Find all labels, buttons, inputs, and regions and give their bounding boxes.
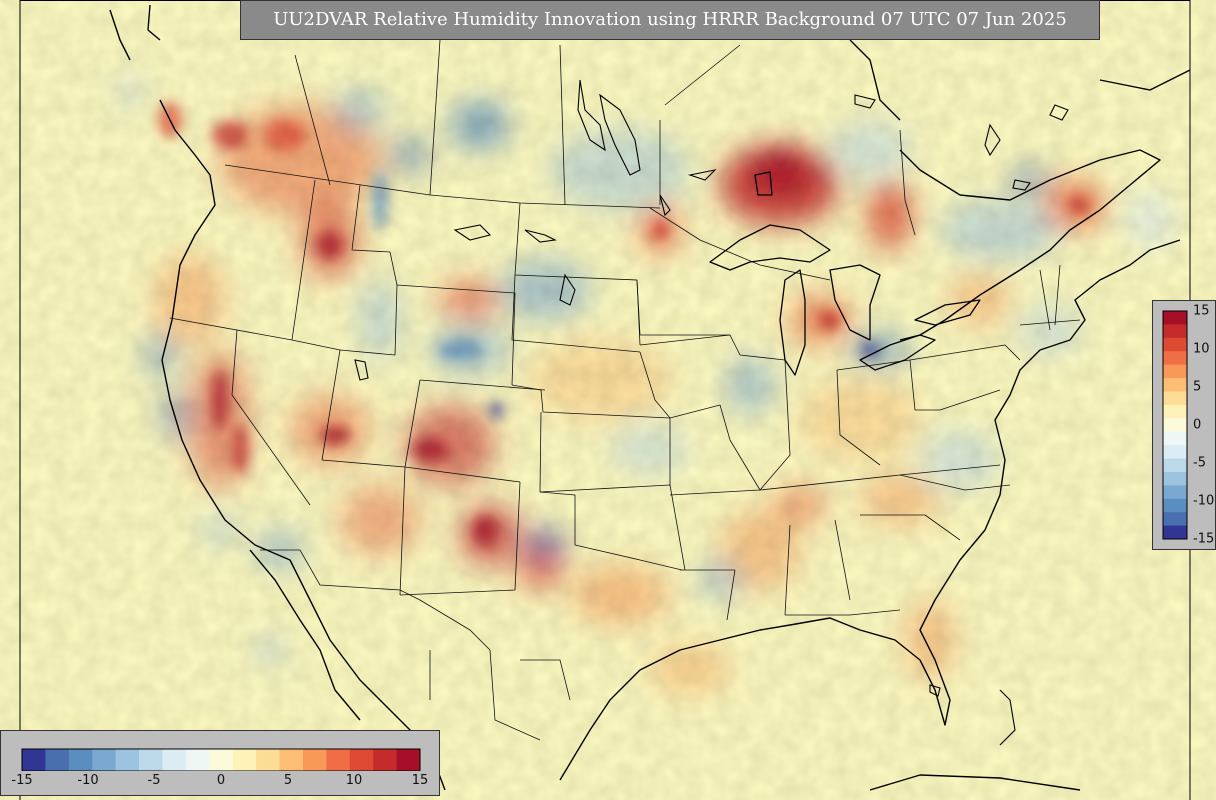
vbar-color-step [1163, 364, 1187, 379]
vbar-tick-label: 5 [1193, 379, 1202, 395]
vbar-outline [1162, 310, 1188, 540]
vbar-color-step [1163, 525, 1187, 540]
vbar-tick-label: -5 [1193, 455, 1206, 471]
vbar-color-step [1163, 404, 1187, 419]
vbar-color-step [1163, 337, 1187, 352]
hbar-tick-label: -15 [11, 773, 33, 788]
hbar-color-step [349, 749, 374, 771]
vbar-tick-label: 0 [1193, 417, 1202, 433]
hbar-tick-label: 5 [283, 773, 293, 788]
hbar-color-step [68, 749, 93, 771]
coastlines [109, 4, 1191, 791]
vbar-color-step [1163, 458, 1187, 473]
horizontal-colorbar: -15 -10 -5 0 5 10 15 [0, 730, 440, 796]
vbar-color-step [1163, 378, 1187, 392]
vbar-color-step [1163, 311, 1187, 325]
hbar-color-step [396, 749, 421, 771]
hbar-color-step [162, 749, 187, 771]
vbar-color-step [1163, 351, 1187, 366]
hbar-outline [21, 748, 421, 771]
hbar-tick-label: 10 [345, 773, 363, 788]
hbar-color-step [373, 749, 398, 771]
misc-features [354, 359, 1016, 746]
hbar-color-step [279, 749, 304, 771]
hbar-color-step [139, 749, 163, 771]
hbar-tick-label: 15 [411, 773, 429, 788]
map-title: UU2DVAR Relative Humidity Innovation usi… [240, 0, 1100, 40]
vbar-color-step [1163, 512, 1187, 527]
hbar-color-step [256, 749, 281, 771]
horizontal-colorbar-strip [21, 748, 421, 771]
hbar-color-step [185, 749, 210, 771]
hbar-color-step [232, 749, 257, 771]
hbar-color-step [92, 749, 117, 771]
vbar-color-step [1163, 418, 1187, 433]
hbar-color-step [45, 749, 70, 771]
hbar-color-step [115, 749, 140, 771]
hbar-color-step [302, 749, 327, 771]
great-lakes [709, 171, 981, 376]
hbar-tick-label: 0 [216, 773, 226, 788]
vbar-color-step [1163, 498, 1187, 513]
vbar-color-step [1163, 391, 1187, 406]
vbar-color-step [1163, 485, 1187, 500]
state-borders [169, 164, 1081, 621]
mexico-borders [260, 549, 571, 741]
canada-lakes [453, 79, 1069, 306]
vertical-colorbar-strip [1162, 310, 1188, 540]
vbar-tick-label: -10 [1193, 493, 1215, 509]
vertical-colorbar: 15 10 5 0 -5 -10 -15 [1152, 300, 1216, 550]
vbar-color-step [1163, 471, 1187, 486]
vbar-color-step [1163, 431, 1187, 446]
vbar-color-step [1163, 324, 1187, 339]
hbar-color-step [326, 749, 351, 771]
hbar-color-step [22, 749, 46, 771]
hbar-color-step [209, 749, 234, 771]
vbar-tick-label: 10 [1193, 341, 1210, 357]
vbar-color-step [1163, 445, 1187, 460]
canada-borders [294, 39, 916, 236]
vbar-tick-label: 15 [1193, 303, 1210, 319]
hbar-tick-label: -10 [77, 773, 99, 788]
vbar-tick-label: -15 [1193, 531, 1215, 547]
hbar-tick-label: -5 [147, 773, 161, 788]
